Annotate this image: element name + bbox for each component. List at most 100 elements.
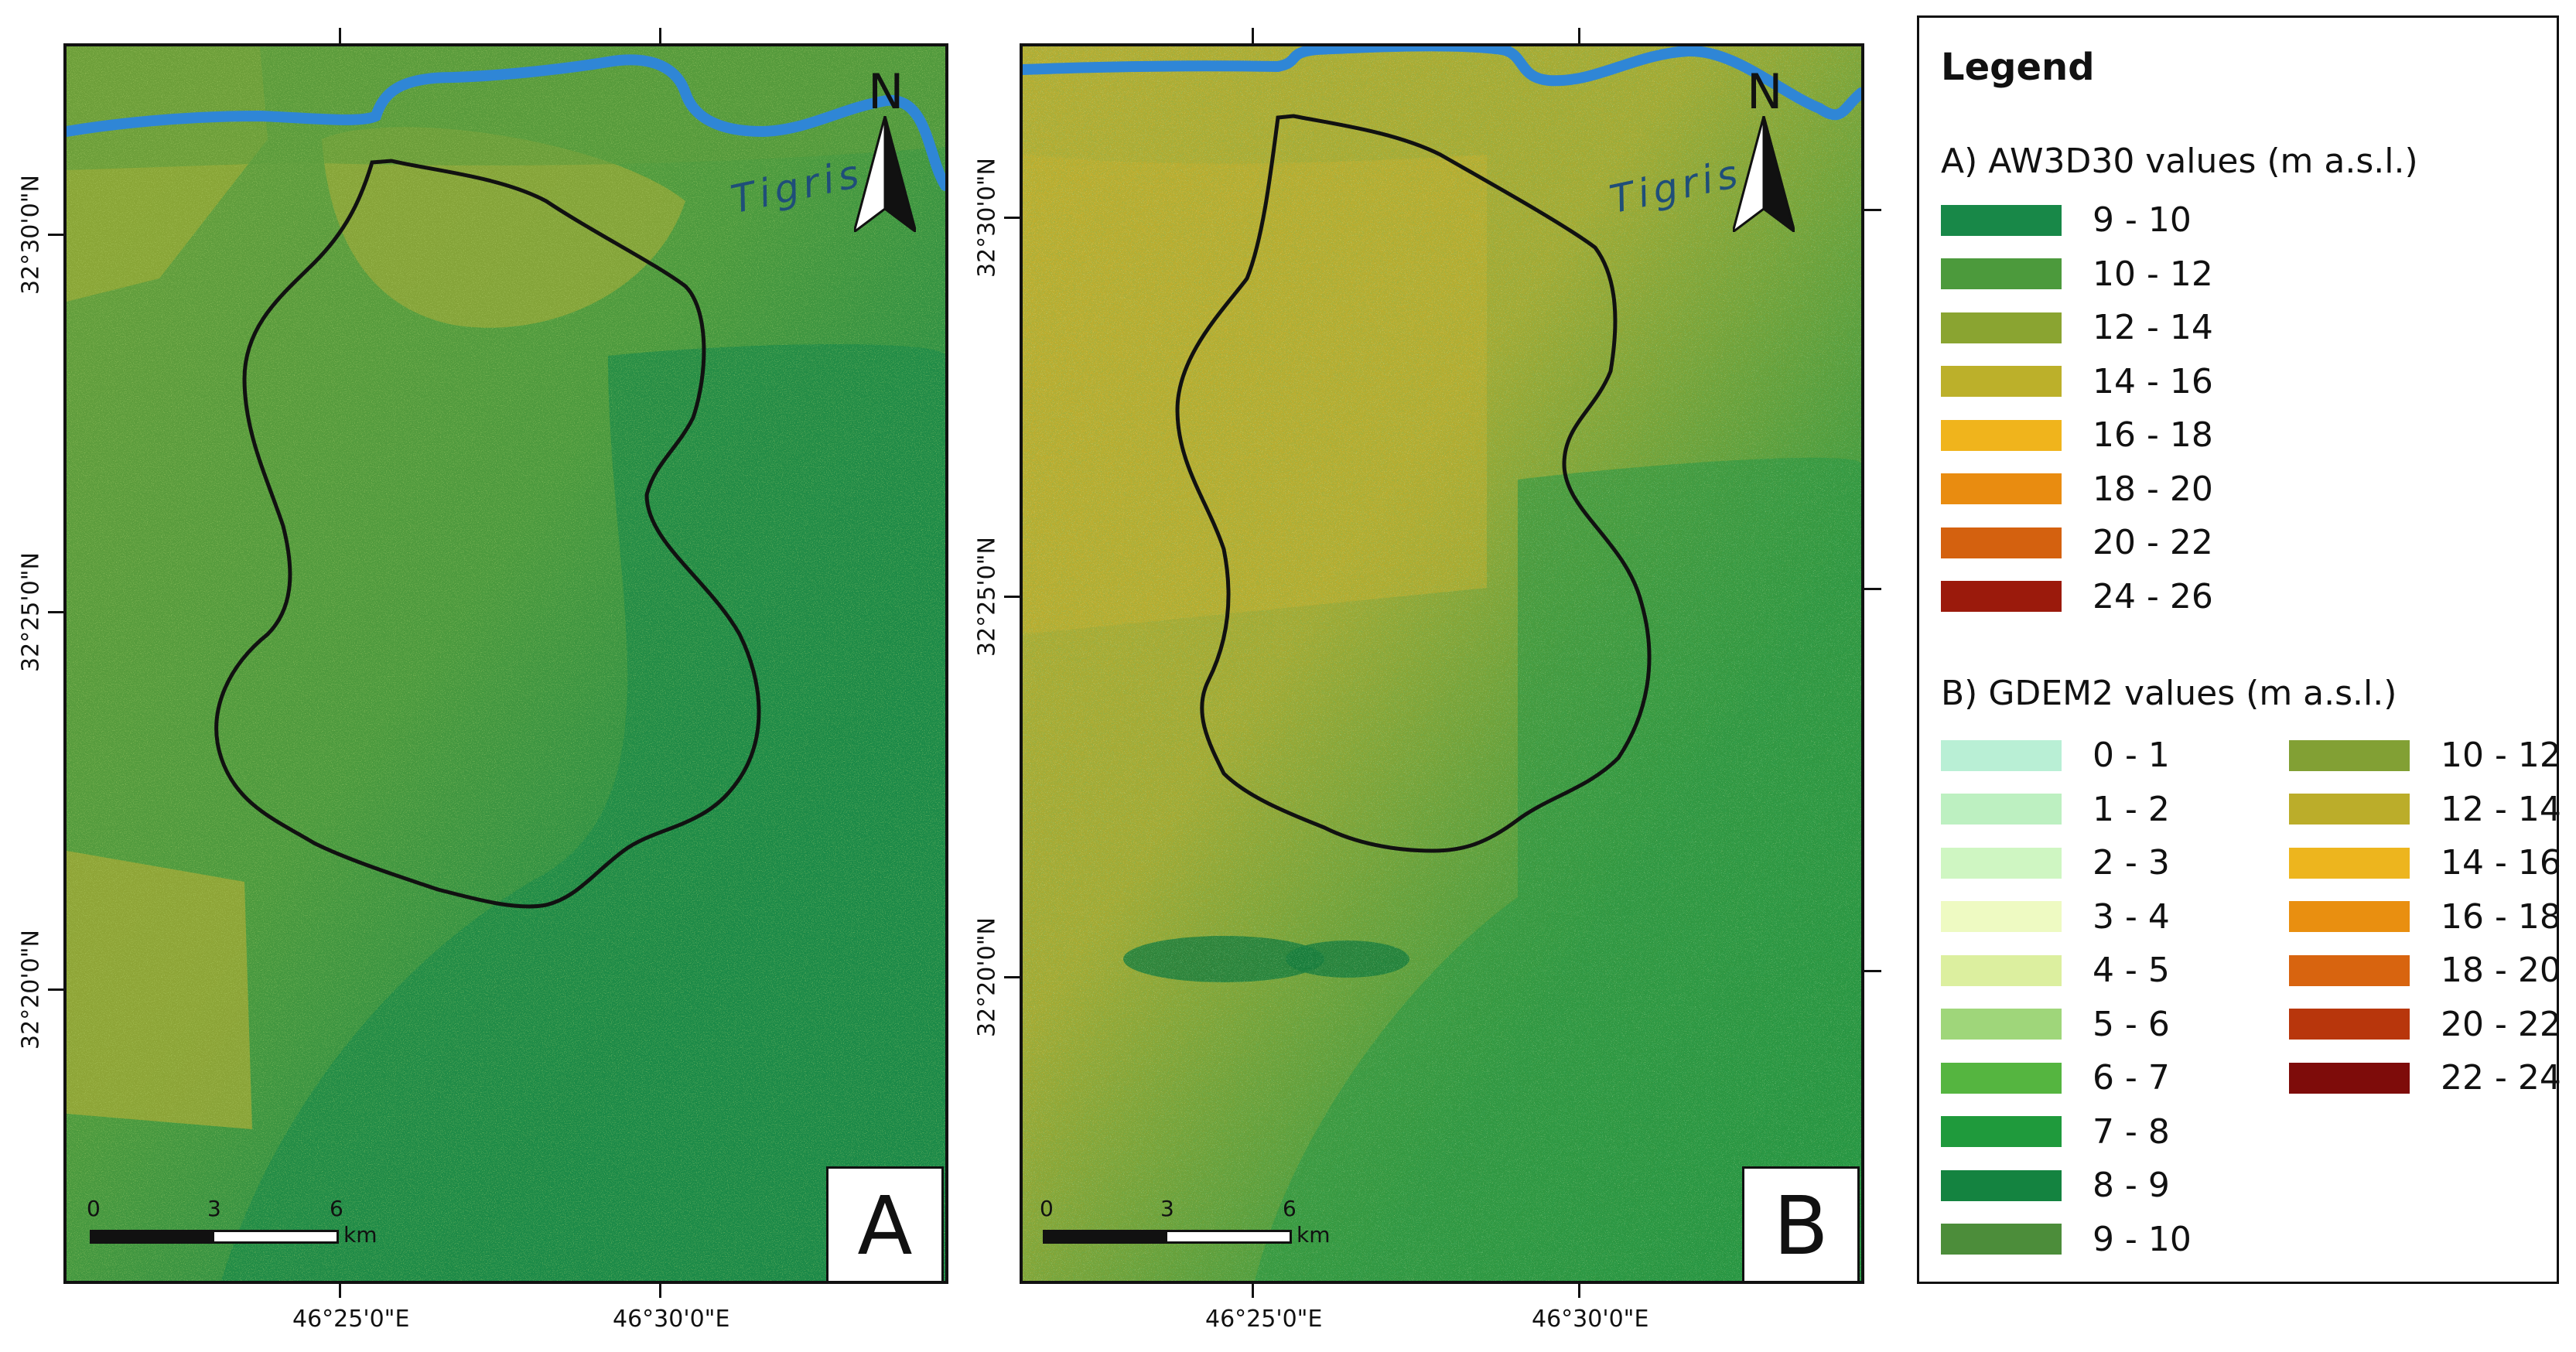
legend-item: 0 - 1 xyxy=(1941,736,2170,775)
legend-swatch xyxy=(2289,739,2410,771)
legend-item: 10 - 12 xyxy=(2289,736,2561,775)
y-label-a-2: 32°25'0"N xyxy=(17,552,45,672)
legend-item: 6 - 7 xyxy=(1941,1058,2170,1098)
legend-item: 12 - 14 xyxy=(1941,308,2213,347)
legend-item: 22 - 24 xyxy=(2289,1058,2561,1098)
legend-swatch xyxy=(1941,954,2062,986)
legend-item: 9 - 10 xyxy=(1941,200,2192,240)
legend-swatch xyxy=(2289,794,2410,825)
legend-label: 16 - 18 xyxy=(2093,415,2213,455)
scale-unit-b: km xyxy=(1297,1222,1331,1248)
y-label-b-2: 32°25'0"N xyxy=(973,537,1001,657)
y-label-a-3: 32°20'0"N xyxy=(17,930,45,1050)
tick-left-a-2 xyxy=(48,611,65,613)
tick-bottom-b-1 xyxy=(1252,1282,1254,1298)
legend-label: 16 - 18 xyxy=(2441,896,2561,937)
panel-letter-b: B xyxy=(1742,1166,1860,1281)
legend-label: 1 - 2 xyxy=(2093,789,2170,829)
legend-swatch xyxy=(1941,312,2062,343)
legend-swatch xyxy=(1941,1169,2062,1201)
legend-item: 14 - 16 xyxy=(2289,843,2561,883)
scale-tick-0-b: 0 xyxy=(1040,1196,1054,1221)
scale-unit-a: km xyxy=(343,1222,378,1248)
legend-item: 18 - 20 xyxy=(1941,469,2213,509)
legend-item: 3 - 4 xyxy=(1941,897,2170,937)
legend-label: 10 - 12 xyxy=(2441,736,2561,775)
legend-swatch xyxy=(1941,1009,2062,1040)
legend-title: Legend xyxy=(1941,46,2095,89)
legend-label: 5 - 6 xyxy=(2093,1004,2170,1044)
north-arrow-icon xyxy=(854,116,916,232)
legend-label: 12 - 14 xyxy=(2093,308,2213,347)
legend-label: 20 - 22 xyxy=(2441,1004,2561,1044)
legend-swatch xyxy=(2289,901,2410,932)
tick-left-a-1 xyxy=(48,234,65,236)
legend: Legend A) AW3D30 values (m a.s.l.) B) GD… xyxy=(1917,15,2561,1284)
legend-swatch xyxy=(2289,1062,2410,1094)
legend-label: 7 - 8 xyxy=(2093,1111,2170,1152)
legend-item: 24 - 26 xyxy=(1941,577,2213,616)
tick-top-a-2 xyxy=(659,28,661,45)
tick-left-a-3 xyxy=(48,988,65,991)
tick-right-b-2 xyxy=(1864,588,1881,590)
legend-label: 18 - 20 xyxy=(2093,469,2213,509)
legend-swatch xyxy=(1941,527,2062,558)
scale-tick-0-a: 0 xyxy=(87,1196,101,1221)
legend-swatch xyxy=(1941,794,2062,825)
elevation-map-b xyxy=(1023,46,1861,1281)
legend-swatch xyxy=(1941,1224,2062,1255)
map-panel-b: N Tigris 0 3 6 km B xyxy=(1020,43,1864,1284)
tick-bottom-a-1 xyxy=(339,1282,341,1298)
north-arrow-icon xyxy=(1733,116,1795,232)
scale-tick-6-a: 6 xyxy=(330,1196,343,1221)
elevation-map-a xyxy=(67,46,945,1281)
x-label-b-1: 46°25'0"E xyxy=(1205,1306,1323,1333)
legend-swatch xyxy=(1941,204,2062,236)
tick-left-b-1 xyxy=(1004,217,1021,219)
y-label-a-1: 32°30'0"N xyxy=(17,175,45,295)
legend-item: 14 - 16 xyxy=(1941,362,2213,401)
legend-label: 4 - 5 xyxy=(2093,951,2170,990)
legend-label: 22 - 24 xyxy=(2441,1058,2561,1098)
tick-left-b-2 xyxy=(1004,596,1021,598)
legend-label: 3 - 4 xyxy=(2093,896,2170,937)
legend-swatch xyxy=(1941,473,2062,504)
legend-item: 7 - 8 xyxy=(1941,1112,2170,1152)
legend-item: 16 - 18 xyxy=(2289,897,2561,937)
scale-bar-b xyxy=(1043,1230,1292,1244)
legend-item: 18 - 20 xyxy=(2289,951,2561,990)
legend-label: 24 - 26 xyxy=(2093,576,2213,616)
x-label-a-2: 46°30'0"E xyxy=(613,1306,730,1333)
legend-item: 2 - 3 xyxy=(1941,843,2170,883)
legend-label: 6 - 7 xyxy=(2093,1058,2170,1098)
legend-item: 10 - 12 xyxy=(1941,254,2213,294)
y-label-b-1: 32°30'0"N xyxy=(973,158,1001,278)
legend-swatch xyxy=(1941,1062,2062,1094)
tick-bottom-a-2 xyxy=(659,1282,661,1298)
panel-letter-a: A xyxy=(826,1166,944,1281)
north-label-b: N xyxy=(1747,63,1783,120)
tick-top-b-1 xyxy=(1252,28,1254,45)
legend-label: 20 - 22 xyxy=(2093,523,2213,562)
scale-tick-3-b: 3 xyxy=(1160,1196,1174,1221)
legend-label: 14 - 16 xyxy=(2093,361,2213,401)
legend-item: 4 - 5 xyxy=(1941,951,2170,990)
study-area-boundary-b xyxy=(1175,114,1652,853)
legend-item: 20 - 22 xyxy=(2289,1005,2561,1044)
river-tigris-b xyxy=(1023,46,1861,121)
scale-bar-a xyxy=(90,1230,339,1244)
tick-top-a-1 xyxy=(339,28,341,45)
scale-tick-3-a: 3 xyxy=(207,1196,221,1221)
legend-swatch xyxy=(1941,847,2062,879)
legend-item: 5 - 6 xyxy=(1941,1005,2170,1044)
legend-swatch xyxy=(2289,954,2410,986)
scale-tick-6-b: 6 xyxy=(1283,1196,1297,1221)
legend-item: 1 - 2 xyxy=(1941,790,2170,829)
legend-section-b-title: B) GDEM2 values (m a.s.l.) xyxy=(1941,674,2397,713)
legend-label: 9 - 10 xyxy=(2093,1219,2192,1259)
legend-label: 0 - 1 xyxy=(2093,736,2170,775)
legend-label: 2 - 3 xyxy=(2093,843,2170,883)
legend-label: 18 - 20 xyxy=(2441,951,2561,990)
legend-swatch xyxy=(1941,1116,2062,1147)
x-label-a-1: 46°25'0"E xyxy=(292,1306,410,1333)
